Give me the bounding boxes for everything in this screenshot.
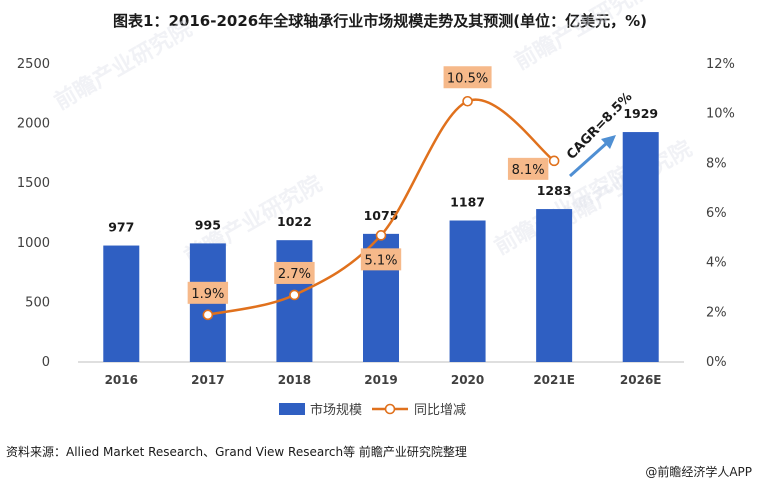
growth-label-box [360,248,402,271]
growth-value-label: 10.5% [447,71,488,86]
growth-label-box [274,261,315,284]
y-right-tick-label: 0% [706,355,727,370]
growth-label-box [507,157,549,180]
growth-point [202,309,214,321]
growth-value-label: 8.1% [512,163,545,178]
bar [536,209,573,362]
bar-value-label: 995 [195,217,221,232]
y-left-tick-label: 1000 [17,236,50,251]
y-left-tick-label: 2500 [17,57,50,72]
cagr-arrow-head [601,135,616,149]
source-note: 资料来源：Allied Market Research、Grand View R… [6,445,467,459]
growth-label-box [443,66,492,89]
x-tick-label: 2020 [451,373,484,387]
growth-line [207,98,555,317]
y-left-tick-label: 0 [42,355,50,370]
bar-value-label: 1075 [364,208,399,223]
y-right-tick-label: 12% [706,57,735,72]
y-right-tick-label: 6% [706,206,727,221]
x-tick-label: 2017 [191,373,224,387]
chart-title: 图表1：2016-2026年全球轴承行业市场规模走势及其预测(单位：亿美元，%) [113,12,647,30]
bar-value-label: 1929 [623,106,658,121]
growth-point [548,155,560,167]
legend-swatch-marker [384,403,396,415]
bar-value-label: 1283 [537,183,572,198]
y-right-tick-label: 2% [706,305,727,320]
bar-value-label: 977 [108,220,134,235]
growth-point [462,95,473,107]
growth-value-label: 5.1% [364,253,397,268]
x-tick-label: 2019 [364,373,397,387]
bar [276,240,313,362]
growth-point [289,289,300,301]
x-tick-label: 2026E [620,373,662,387]
watermark-text: 前瞻产业研究院 [510,0,656,75]
y-left-tick-label: 500 [25,295,50,310]
growth-value-label: 2.7% [278,267,311,282]
credit-note: @前瞻经济学人APP [645,465,752,479]
growth-point [375,230,387,241]
legend-label-bar: 市场规模 [310,402,362,418]
y-left-tick-label: 2000 [17,117,50,132]
bar-value-label: 1187 [450,195,485,210]
growth-value-label: 1.9% [191,287,224,302]
legend-swatch-bar [279,403,305,415]
watermark-text: 前瞻产业研究院 [50,16,196,116]
y-right-tick-label: 4% [706,256,727,271]
y-right-tick-label: 10% [706,107,735,122]
legend-label-line: 同比增减 [414,403,466,418]
x-tick-label: 2018 [278,373,311,387]
cagr-arrow-shaft [568,140,610,178]
bar [449,220,486,362]
growth-label-box [187,281,229,304]
y-right-tick-label: 8% [706,156,727,171]
x-tick-label: 2016 [105,373,138,387]
bar [103,245,140,362]
bar-value-label: 1022 [277,214,312,229]
bar [622,132,659,362]
y-left-tick-label: 1500 [17,176,50,191]
x-tick-label: 2021E [533,373,575,387]
